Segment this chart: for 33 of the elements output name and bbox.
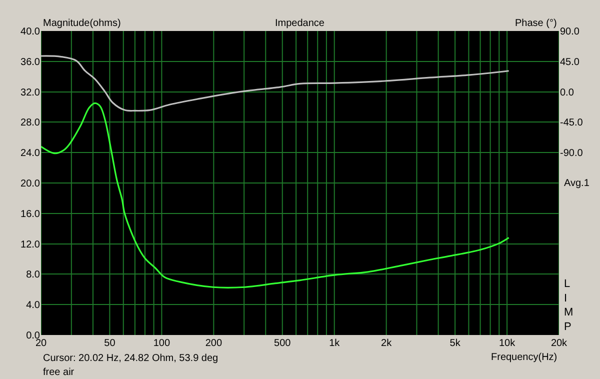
y-tick-label: 40.0	[20, 26, 40, 38]
x-tick-label: 20k	[550, 338, 568, 349]
y-axis-title: Magnitude(ohms)	[43, 18, 121, 29]
text: Avg.1	[564, 178, 590, 189]
x-tick-label: 2k	[381, 338, 393, 349]
x-axis-title: Frequency(Hz)	[491, 352, 558, 363]
x-tick-label: 1k	[329, 338, 341, 349]
y-tick-label: 28.0	[20, 118, 40, 129]
y-tick-label: 8.0	[26, 270, 40, 281]
x-tick-label: 20	[35, 338, 47, 349]
y2-tick-label: 45.0	[560, 56, 580, 68]
text: Cursor: 20.02 Hz, 24.82 Ohm, 53.9 deg	[43, 353, 218, 364]
x-tick-label: 100	[153, 338, 170, 349]
y-tick-label: 20.0	[20, 178, 40, 190]
x-tick-label: 10k	[498, 338, 516, 349]
y2-tick-label: -45.0	[560, 118, 584, 129]
y-tick-label: 16.0	[20, 208, 40, 220]
text: free air	[43, 367, 75, 378]
x-tick-label: 50	[104, 338, 116, 349]
text: LIMP	[564, 278, 574, 333]
chart-title: Impedance	[275, 18, 325, 29]
x-tick-label: 5k	[450, 338, 462, 349]
y-tick-label: 12.0	[20, 239, 40, 250]
y2-axis-title: Phase (°)	[515, 18, 557, 29]
y-tick-label: 36.0	[20, 56, 40, 68]
y-tick-label: 32.0	[20, 87, 40, 98]
y-tick-label: 24.0	[20, 148, 40, 160]
y2-tick-label: 90.0	[560, 26, 580, 38]
y2-tick-label: 0.0	[560, 87, 574, 98]
x-tick-label: 500	[274, 338, 292, 349]
y-tick-label: 4.0	[26, 300, 40, 312]
y2-tick-label: -90.0	[560, 148, 584, 160]
x-tick-label: 200	[205, 338, 222, 349]
